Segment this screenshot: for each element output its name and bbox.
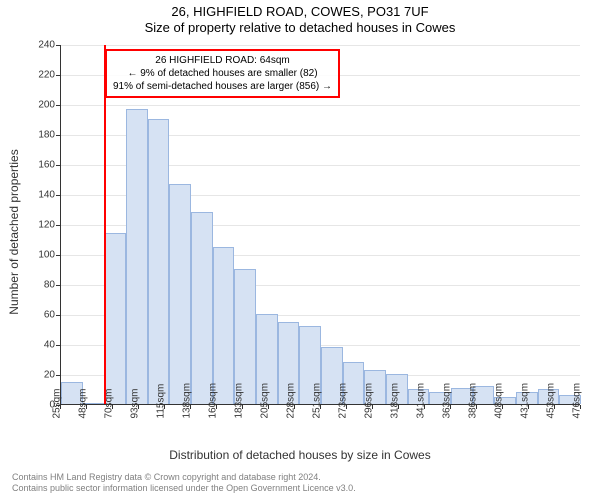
x-tick-mark: [294, 405, 295, 409]
y-axis-label: Number of detached properties: [7, 67, 21, 232]
y-tick-label: 180: [38, 130, 55, 141]
y-tick-mark: [56, 45, 60, 46]
x-tick-mark: [346, 405, 347, 409]
x-tick-mark: [528, 405, 529, 409]
y-tick-label: 140: [38, 190, 55, 201]
histogram-bar: [191, 212, 213, 404]
y-tick-mark: [56, 345, 60, 346]
y-tick-label: 160: [38, 160, 55, 171]
histogram-bar: [213, 247, 235, 405]
reference-line: [104, 45, 106, 404]
x-tick-mark: [112, 405, 113, 409]
y-tick-mark: [56, 255, 60, 256]
x-tick-mark: [242, 405, 243, 409]
histogram-bar: [169, 184, 191, 405]
plot-area: [60, 45, 580, 405]
y-tick-label: 60: [44, 310, 55, 321]
y-tick-label: 240: [38, 40, 55, 51]
property-size-chart: 26, HIGHFIELD ROAD, COWES, PO31 7UF Size…: [0, 0, 600, 500]
annotation-callout: 26 HIGHFIELD ROAD: 64sqm ← 9% of detache…: [105, 49, 340, 98]
y-tick-mark: [56, 225, 60, 226]
x-tick-mark: [450, 405, 451, 409]
x-tick-mark: [580, 405, 581, 409]
x-tick-mark: [398, 405, 399, 409]
x-tick-mark: [476, 405, 477, 409]
gridline: [61, 45, 580, 46]
y-tick-mark: [56, 375, 60, 376]
gridline: [61, 105, 580, 106]
x-tick-mark: [164, 405, 165, 409]
x-tick-mark: [554, 405, 555, 409]
annotation-line: ← 9% of detached houses are smaller (82): [113, 67, 332, 80]
histogram-bar: [148, 119, 170, 404]
x-tick-mark: [372, 405, 373, 409]
x-axis-label: Distribution of detached houses by size …: [0, 448, 600, 462]
y-tick-mark: [56, 285, 60, 286]
y-tick-label: 120: [38, 220, 55, 231]
y-tick-label: 220: [38, 70, 55, 81]
x-tick-mark: [190, 405, 191, 409]
chart-title-address: 26, HIGHFIELD ROAD, COWES, PO31 7UF: [0, 4, 600, 19]
y-tick-mark: [56, 135, 60, 136]
y-tick-mark: [56, 105, 60, 106]
annotation-line: 26 HIGHFIELD ROAD: 64sqm: [113, 54, 332, 67]
histogram-bar: [126, 109, 148, 405]
y-tick-label: 80: [44, 280, 55, 291]
x-tick-mark: [216, 405, 217, 409]
footer-attribution: Contains HM Land Registry data © Crown c…: [12, 472, 356, 494]
footer-line: Contains HM Land Registry data © Crown c…: [12, 472, 356, 483]
y-tick-mark: [56, 195, 60, 196]
y-tick-label: 20: [44, 370, 55, 381]
x-tick-mark: [60, 405, 61, 409]
y-tick-label: 40: [44, 340, 55, 351]
x-tick-mark: [502, 405, 503, 409]
y-tick-label: 100: [38, 250, 55, 261]
x-tick-mark: [424, 405, 425, 409]
y-tick-mark: [56, 315, 60, 316]
y-tick-mark: [56, 75, 60, 76]
chart-title-description: Size of property relative to detached ho…: [0, 20, 600, 35]
x-tick-mark: [86, 405, 87, 409]
footer-line: Contains public sector information licen…: [12, 483, 356, 494]
x-tick-mark: [320, 405, 321, 409]
x-tick-mark: [138, 405, 139, 409]
y-tick-label: 200: [38, 100, 55, 111]
y-tick-mark: [56, 165, 60, 166]
histogram-bar: [104, 233, 126, 404]
annotation-line: 91% of semi-detached houses are larger (…: [113, 80, 332, 93]
x-tick-mark: [268, 405, 269, 409]
